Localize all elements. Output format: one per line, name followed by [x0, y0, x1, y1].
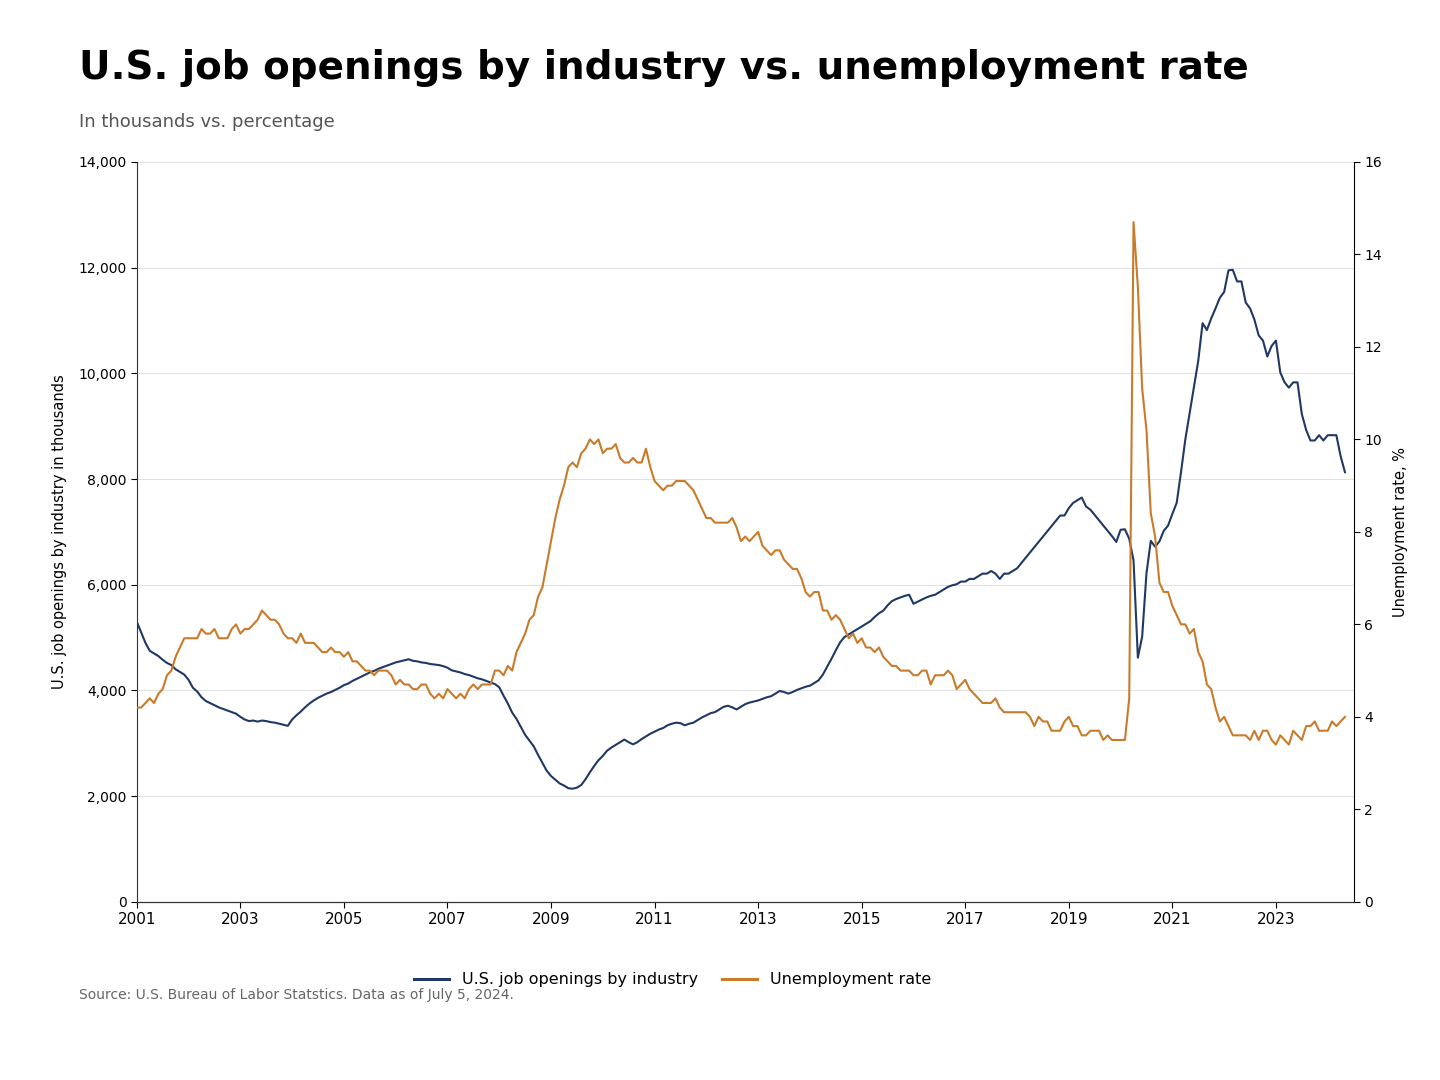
Y-axis label: Unemployment rate, %: Unemployment rate, %	[1392, 447, 1408, 617]
Text: Source: U.S. Bureau of Labor Statstics. Data as of July 5, 2024.: Source: U.S. Bureau of Labor Statstics. …	[79, 988, 514, 1002]
Legend: U.S. job openings by industry, Unemployment rate: U.S. job openings by industry, Unemploym…	[408, 966, 937, 994]
Text: In thousands vs. percentage: In thousands vs. percentage	[79, 113, 336, 132]
Y-axis label: U.S. job openings by industry in thousands: U.S. job openings by industry in thousan…	[52, 375, 68, 689]
Text: U.S. job openings by industry vs. unemployment rate: U.S. job openings by industry vs. unempl…	[79, 49, 1248, 86]
